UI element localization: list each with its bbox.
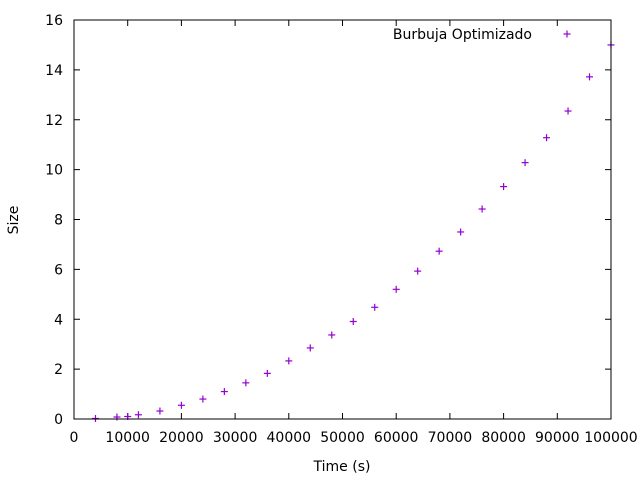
- x-tick-label: 100000: [584, 430, 637, 446]
- x-tick-label: 20000: [159, 430, 204, 446]
- axis-ticks: [73, 19, 612, 420]
- x-tick-label: 10000: [105, 430, 150, 446]
- data-point: [371, 303, 379, 311]
- data-point: [392, 285, 400, 293]
- x-tick-label: 60000: [374, 430, 419, 446]
- data-point: [457, 228, 465, 236]
- y-axis-label: Size: [6, 206, 22, 235]
- x-tick-label: 30000: [213, 430, 258, 446]
- data-point: [263, 369, 271, 377]
- data-point: [478, 205, 486, 213]
- data-point: [543, 134, 551, 142]
- y-tick-label: 0: [54, 412, 63, 428]
- data-point: [586, 73, 594, 81]
- data-point: [414, 267, 422, 275]
- legend-marker-symbol: [563, 30, 571, 38]
- x-tick-label: 70000: [428, 430, 473, 446]
- data-point: [156, 407, 164, 415]
- y-tick-label: 2: [54, 362, 63, 378]
- y-tick-label: 4: [54, 312, 63, 328]
- y-tick-label: 8: [54, 213, 63, 229]
- x-tick-label: 50000: [320, 430, 365, 446]
- y-tick-label: 10: [45, 163, 63, 179]
- data-point: [521, 159, 529, 167]
- x-tick-label: 80000: [481, 430, 526, 446]
- y-tick-label: 16: [45, 13, 63, 29]
- data-point: [306, 344, 314, 352]
- legend: Burbuja Optimizado: [393, 27, 571, 43]
- x-tick-label: 0: [70, 430, 79, 446]
- data-point: [564, 107, 572, 115]
- legend-marker: [563, 30, 571, 38]
- y-tick-label: 6: [54, 262, 63, 278]
- x-tick-label: 90000: [535, 430, 580, 446]
- data-point: [242, 379, 250, 387]
- y-tick-label: 14: [45, 63, 63, 79]
- data-points: [91, 41, 615, 423]
- data-point: [134, 411, 142, 419]
- data-point: [349, 317, 357, 325]
- y-tick-label: 12: [45, 113, 63, 129]
- x-tick-label: 40000: [267, 430, 312, 446]
- data-point: [285, 357, 293, 365]
- data-point: [500, 183, 508, 191]
- data-point: [220, 388, 228, 396]
- data-point: [328, 331, 336, 339]
- x-axis-label: Time (s): [313, 459, 371, 475]
- legend-label: Burbuja Optimizado: [393, 27, 532, 43]
- data-point: [199, 395, 207, 403]
- tick-labels: 0 10000 20000 30000 40000 50000 60000 70000 8000…: [45, 13, 638, 446]
- data-point: [435, 247, 443, 255]
- plot-frame: [73, 19, 612, 420]
- data-point: [177, 401, 185, 409]
